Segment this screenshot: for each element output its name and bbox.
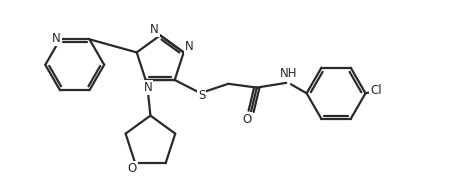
Text: N: N [143, 81, 152, 94]
Text: O: O [128, 162, 137, 175]
Text: Cl: Cl [369, 84, 381, 97]
Text: O: O [242, 113, 251, 126]
Text: N: N [185, 40, 193, 53]
Text: N: N [52, 32, 60, 45]
Text: NH: NH [279, 67, 296, 80]
Text: N: N [150, 23, 159, 36]
Text: S: S [198, 89, 205, 102]
